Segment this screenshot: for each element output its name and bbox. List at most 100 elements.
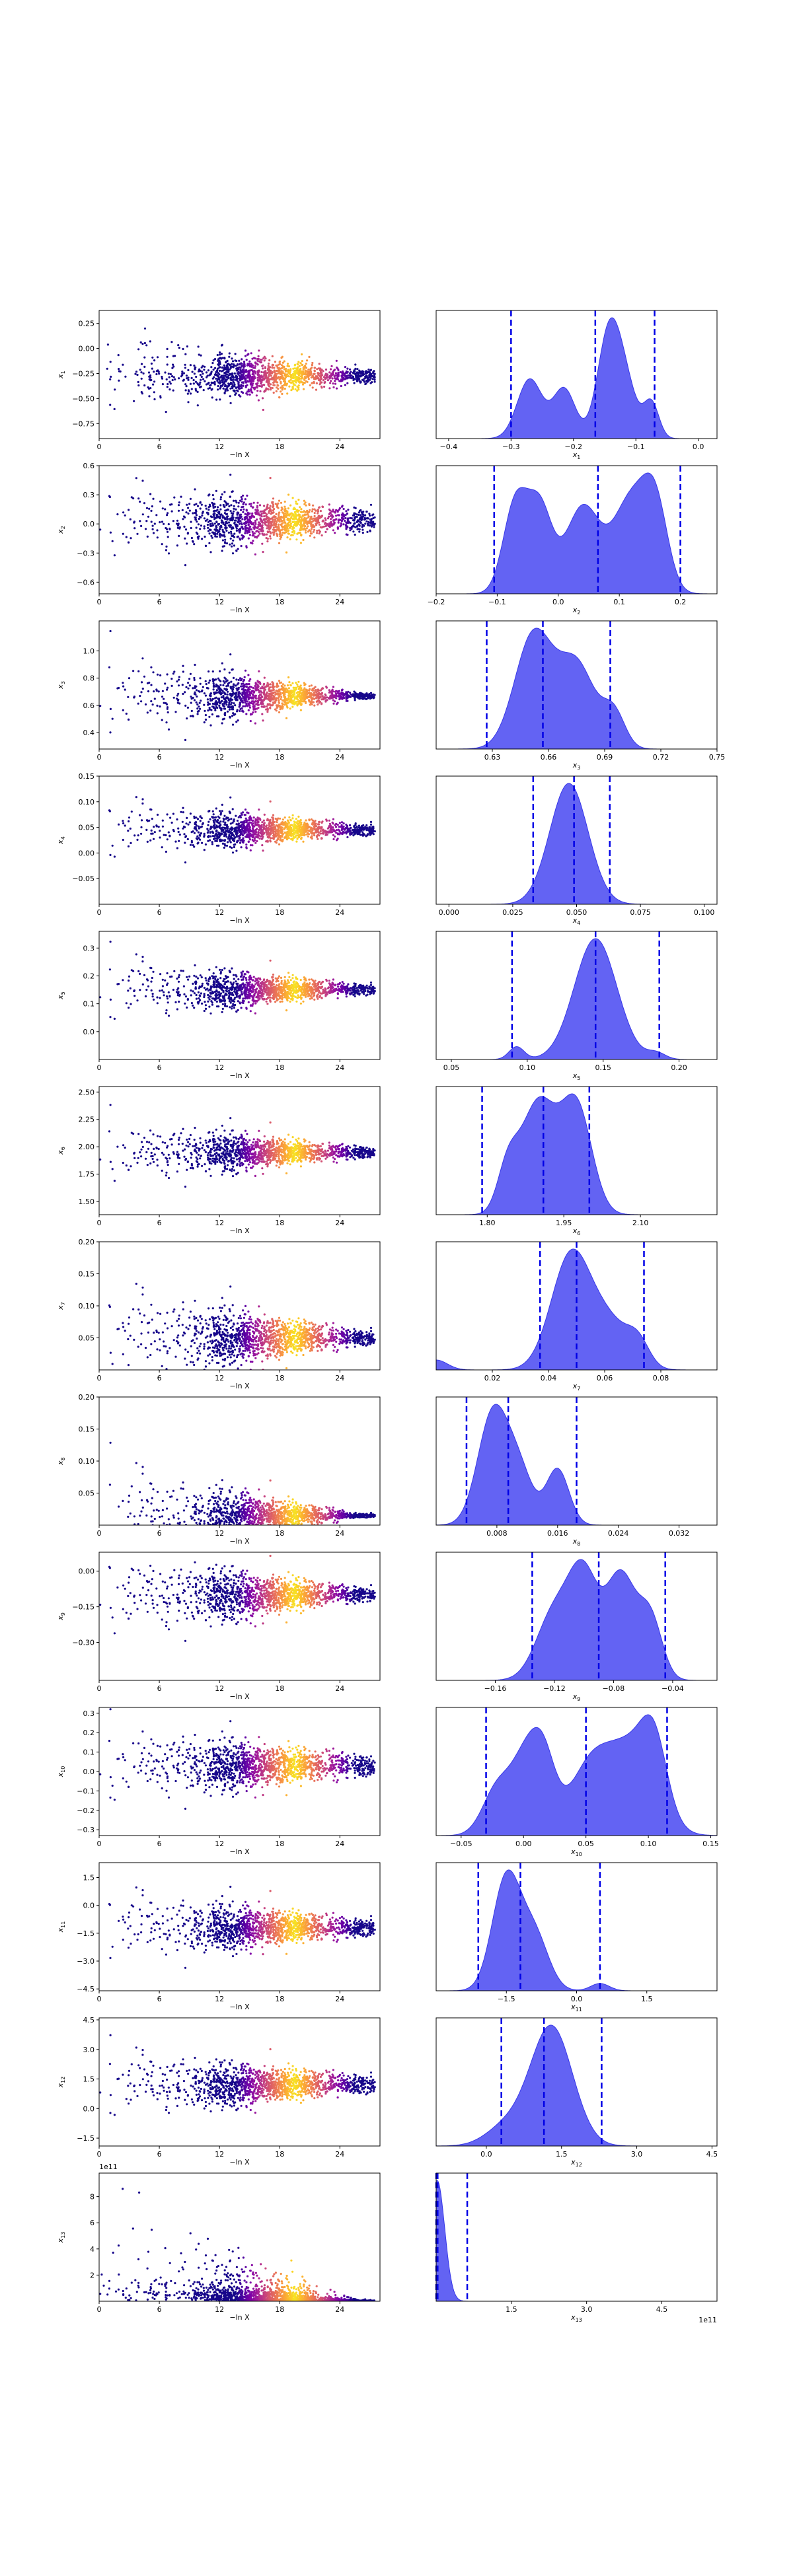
scatter-point [262,519,265,521]
scatter-point [283,519,285,521]
scatter-point [267,507,270,510]
scatter-point [251,384,254,386]
scatter-point [235,365,237,367]
scatter-point [223,512,226,515]
scatter-point [256,686,258,689]
scatter-point [149,387,152,390]
scatter-point [269,373,272,375]
scatter-point [301,371,303,374]
scatter-point [290,389,293,392]
scatter-point [232,676,235,679]
scatter-point [304,501,307,504]
scatter-point [369,515,371,517]
scatter-point [109,378,112,380]
scatter-point [192,382,195,385]
scatter-point [136,532,139,535]
scatter-point [200,503,203,506]
scatter-point [289,684,292,686]
scatter-point [184,389,187,392]
scatter-point [281,528,283,531]
scatter-point [267,703,270,706]
scatter-point [248,371,251,373]
scatter-point [241,381,243,384]
scatter-point [299,506,301,509]
scatter-point [243,363,246,366]
scatter-point [237,692,240,694]
scatter-point [217,506,219,509]
scatter-point [233,713,235,716]
scatter-point [213,358,217,361]
scatter-point [265,375,268,378]
scatter-point [229,474,232,476]
scatter-point [182,692,184,696]
scatter-point [166,386,169,388]
scatter-point [224,699,227,701]
y-tick-label: −0.50 [72,394,94,403]
scatter-point [252,378,255,381]
scatter-point [226,710,229,713]
scatter-point [294,513,297,515]
scatter-point [265,537,268,540]
scatter-point [248,360,251,363]
scatter-point [369,378,371,381]
scatter-point [266,513,268,516]
scatter-point [177,692,180,695]
scatter-point [292,515,295,517]
scatter-point [244,355,247,357]
scatter-point [223,688,226,690]
scatter-point [233,389,236,392]
scatter-point [324,696,326,699]
scatter-point [228,505,231,508]
scatter-point [238,530,241,532]
scatter-point [231,374,234,376]
scatter-point [315,382,318,384]
scatter-point [279,360,282,363]
scatter-point [246,390,249,393]
scatter-point [221,357,224,359]
scatter-point [243,501,245,504]
scatter-point [334,374,337,376]
scatter-point [223,535,226,538]
scatter-point [225,526,228,529]
scatter-point [170,678,173,680]
scatter-point [219,353,221,356]
scatter-point [291,497,294,499]
scatter-point [301,383,305,386]
scatter-point [361,532,364,534]
scatter-point [302,700,305,703]
scatter-point [111,540,114,542]
scatter-point [346,376,349,379]
scatter-point [150,362,153,365]
scatter-point [321,534,323,537]
scatter-point [319,379,322,382]
scatter-point [247,527,250,530]
scatter-point [334,700,336,703]
scatter-point [213,678,216,682]
scatter-point [247,698,250,701]
panel-row-x4: 0 6 12 18 24−ln X0.150.100.050.00−0.05x40.00… [56,772,718,926]
scatter-point [196,382,199,384]
scatter-point [223,668,226,671]
scatter-point [221,517,224,519]
scatter-point [198,517,200,520]
scatter-point [344,384,347,386]
scatter-point [250,390,253,393]
scatter-point [234,704,237,707]
scatter-point [250,376,253,378]
scatter-point [289,524,292,527]
scatter-point [232,708,235,711]
scatter-point [345,526,348,529]
scatter-point [219,706,221,709]
scatter-point [303,527,306,530]
scatter-point [309,530,312,532]
scatter-point [195,685,198,688]
scatter-point [231,357,233,360]
scatter-point [322,379,324,382]
scatter-point [211,396,213,399]
scatter-point [332,818,334,820]
scatter-point [214,709,217,711]
scatter-point [274,529,276,532]
scatter-point [299,367,302,371]
scatter-point [303,367,305,370]
scatter-point [321,381,323,384]
